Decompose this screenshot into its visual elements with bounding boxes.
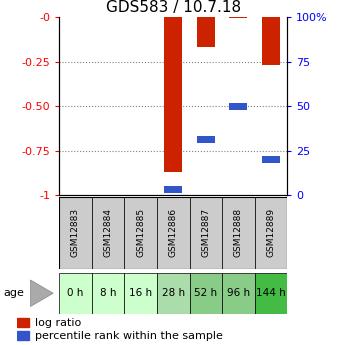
Bar (59, 273, 92, 314)
Bar (222, 273, 255, 314)
Bar (262, 17, 280, 65)
Text: GSM12889: GSM12889 (266, 208, 275, 257)
Text: GSM12885: GSM12885 (136, 208, 145, 257)
Text: GSM12888: GSM12888 (234, 208, 243, 257)
Text: percentile rank within the sample: percentile rank within the sample (35, 331, 223, 341)
Bar (164, 17, 182, 172)
Bar (92, 273, 124, 314)
Text: 96 h: 96 h (227, 288, 250, 298)
Text: 52 h: 52 h (194, 288, 217, 298)
Bar (262, 156, 280, 163)
Bar (190, 273, 222, 314)
Text: GSM12883: GSM12883 (71, 208, 80, 257)
Text: 144 h: 144 h (256, 288, 286, 298)
Bar (164, 186, 182, 193)
Text: age: age (3, 288, 24, 298)
Bar (230, 17, 247, 18)
Text: 28 h: 28 h (162, 288, 185, 298)
Text: 8 h: 8 h (100, 288, 116, 298)
Text: 16 h: 16 h (129, 288, 152, 298)
Bar (222, 197, 255, 269)
Bar (92, 197, 124, 269)
Bar (230, 102, 247, 110)
Text: GSM12887: GSM12887 (201, 208, 210, 257)
Bar (190, 197, 222, 269)
Text: GSM12886: GSM12886 (169, 208, 178, 257)
Text: log ratio: log ratio (35, 318, 81, 328)
Bar (124, 197, 157, 269)
Bar (255, 197, 287, 269)
Bar (59, 197, 92, 269)
Polygon shape (30, 280, 53, 306)
Bar (124, 273, 157, 314)
Bar (17, 318, 29, 327)
Text: 0 h: 0 h (67, 288, 83, 298)
Bar (197, 136, 215, 144)
Bar (255, 273, 287, 314)
Title: GDS583 / 10.7.18: GDS583 / 10.7.18 (106, 0, 241, 15)
Text: GSM12884: GSM12884 (103, 208, 113, 257)
Bar (157, 197, 190, 269)
Bar (157, 273, 190, 314)
Bar (17, 331, 29, 340)
Bar (197, 17, 215, 48)
